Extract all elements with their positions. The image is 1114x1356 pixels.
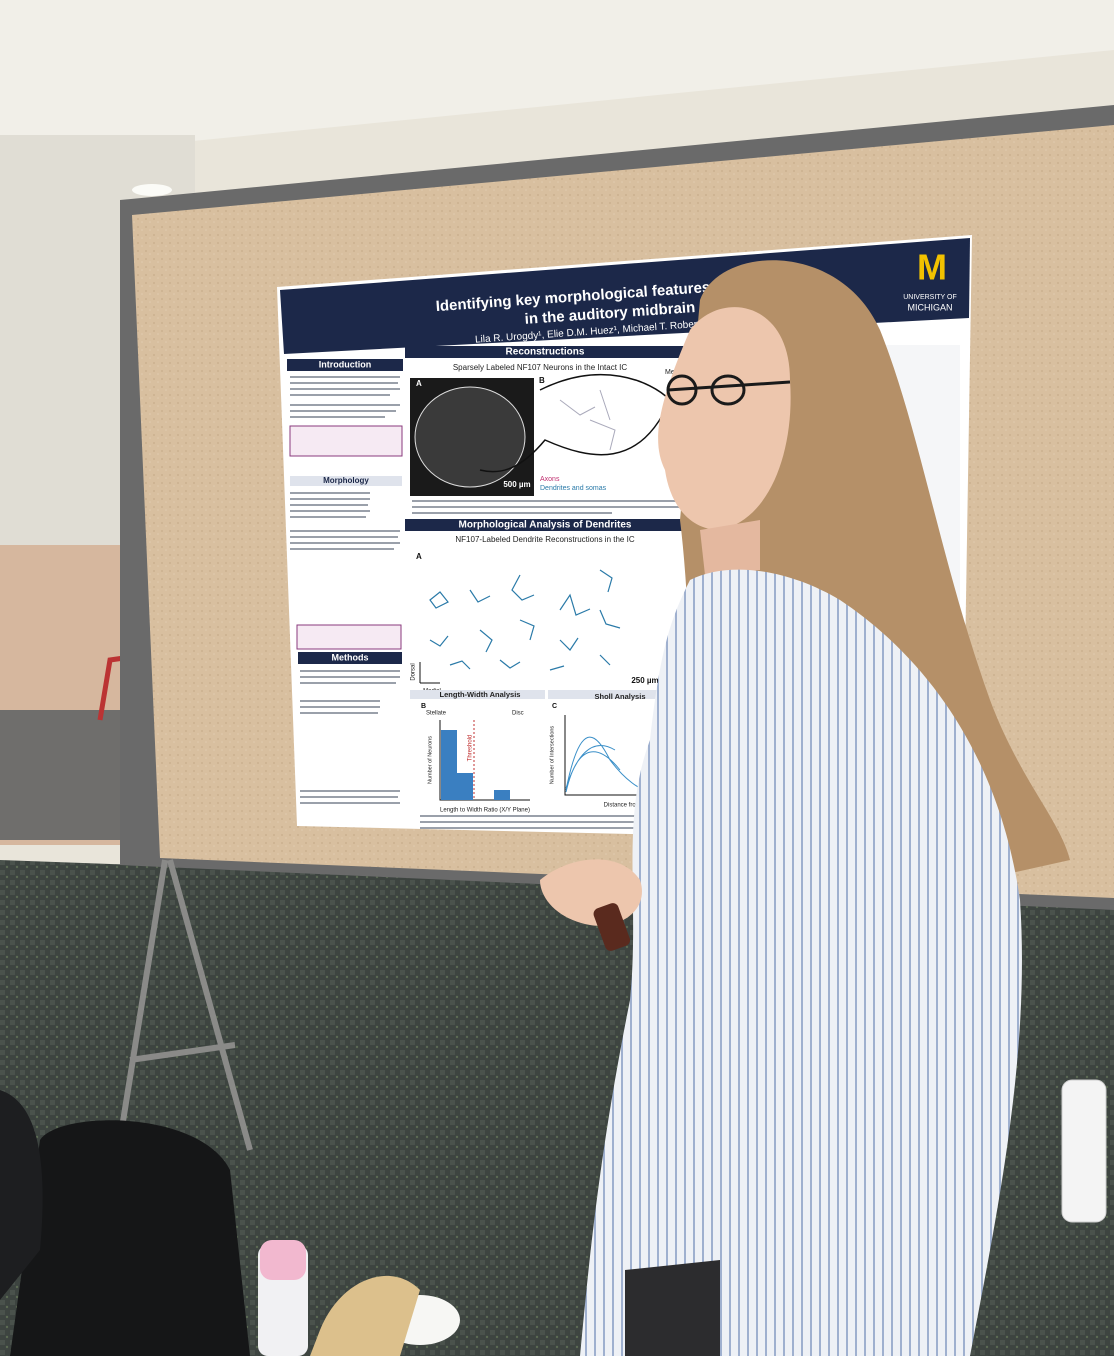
subsection-bar bbox=[548, 690, 688, 699]
ic-outline-trace bbox=[479, 373, 671, 473]
section-heading: Morphology bbox=[323, 476, 369, 485]
ceiling-light bbox=[132, 184, 172, 196]
subsection-heading: Sholl Analysis bbox=[595, 692, 646, 701]
axis-label: Distance from S bbox=[604, 803, 647, 809]
panel-letter: C bbox=[552, 703, 557, 710]
neuron-traces bbox=[559, 389, 616, 451]
axis-label: Number of Neurons bbox=[427, 736, 433, 784]
section-bar bbox=[287, 359, 403, 371]
glasses bbox=[666, 374, 791, 406]
section-heading: Methods bbox=[332, 652, 369, 662]
trousers bbox=[625, 1260, 720, 1356]
scale-label: 250 µm bbox=[631, 676, 658, 685]
food-wrap bbox=[310, 1275, 420, 1356]
ic-outline bbox=[414, 386, 526, 488]
board-stand bbox=[117, 859, 253, 1151]
caption-lines bbox=[420, 815, 670, 829]
histogram-bar bbox=[494, 790, 510, 800]
backpack-left bbox=[0, 1090, 43, 1300]
sholl-curves bbox=[565, 736, 651, 793]
logo-letter: M bbox=[917, 247, 947, 288]
panel-letter: B bbox=[421, 703, 426, 710]
section-bar bbox=[405, 519, 685, 531]
group-label: Stellate bbox=[426, 711, 447, 717]
threshold-label: Threshold bbox=[468, 735, 474, 762]
section-bar bbox=[298, 652, 402, 664]
panel-letter: A bbox=[416, 552, 422, 561]
legend-dendrites: Dendrites and somas bbox=[540, 485, 607, 492]
logo-line1: UNIVERSITY OF bbox=[903, 294, 957, 301]
panel-letter: B bbox=[539, 376, 545, 385]
ceiling bbox=[0, 0, 1114, 160]
section-bar bbox=[290, 476, 402, 486]
subsection-bar bbox=[410, 690, 545, 699]
body-text-lines bbox=[290, 492, 400, 550]
axis-label: Length to Width Ratio (X/Y Plane) bbox=[440, 808, 530, 814]
histogram-bar bbox=[457, 773, 473, 800]
section-heading: Reconstructions bbox=[506, 347, 585, 358]
body-text-lines bbox=[300, 670, 400, 804]
orientation-axes bbox=[419, 662, 440, 684]
shirt bbox=[580, 569, 1022, 1356]
figure-subtitle: Sparsely Labeled NF107 Neurons in the In… bbox=[453, 363, 628, 372]
direction-label: Dorsal bbox=[411, 663, 417, 680]
caption-lines bbox=[412, 500, 682, 514]
scale-label: 500 µm bbox=[503, 480, 530, 489]
backpack bbox=[10, 1120, 250, 1356]
body-text-lines bbox=[290, 376, 400, 418]
logo-line2: MICHIGAN bbox=[908, 302, 953, 312]
highlight-box bbox=[289, 425, 403, 457]
figure-subtitle: NF107-Labeled Dendrite Reconstructions i… bbox=[455, 535, 634, 544]
axis-label: Number of Intersections bbox=[549, 726, 555, 785]
section-heading: Introduction bbox=[319, 359, 372, 369]
section-heading: Morphological Analysis of Dendrites bbox=[459, 520, 632, 531]
subsection-heading: Length-Width Analysis bbox=[440, 690, 521, 699]
panel-letter: A bbox=[416, 379, 422, 388]
watch bbox=[593, 903, 631, 951]
water-bottle bbox=[1061, 1079, 1107, 1223]
legend-axons: Axons bbox=[540, 476, 560, 483]
sholl-axes bbox=[564, 715, 650, 796]
histogram-bar bbox=[441, 730, 457, 800]
section-bar bbox=[405, 346, 685, 358]
highlight-box bbox=[296, 624, 402, 650]
neck bbox=[700, 520, 760, 575]
group-label: Disc bbox=[512, 711, 524, 717]
face bbox=[658, 307, 791, 530]
bottle-cap bbox=[260, 1240, 306, 1280]
dendrite-reconstructions bbox=[429, 569, 621, 671]
